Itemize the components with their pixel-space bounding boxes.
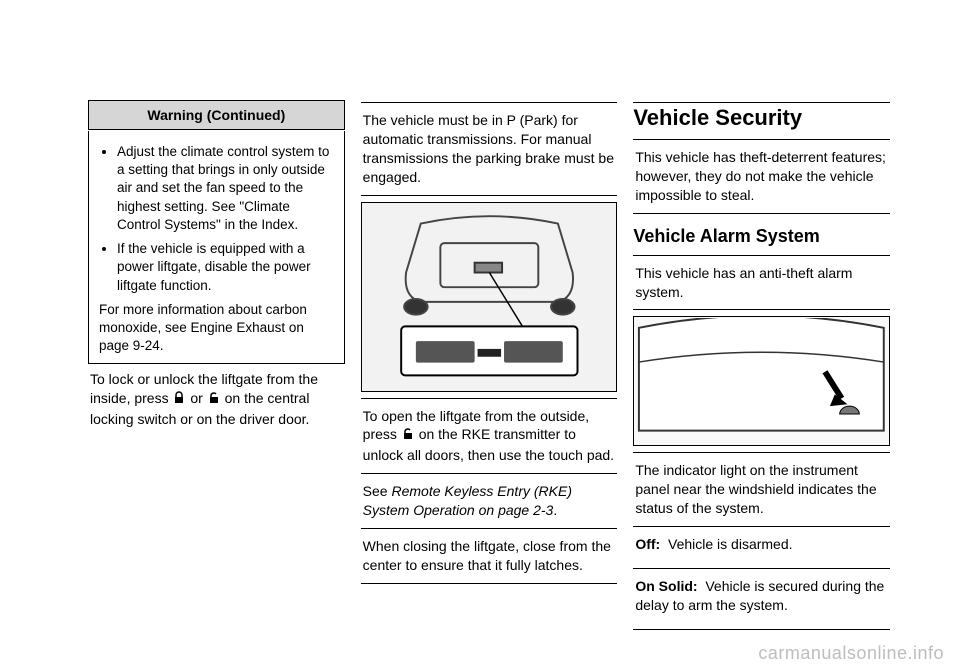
column-2: The vehicle must be in P (Park) for auto… bbox=[361, 100, 618, 632]
divider bbox=[633, 526, 890, 527]
text-fragment: . bbox=[553, 502, 557, 518]
divider bbox=[361, 195, 618, 196]
divider bbox=[633, 568, 890, 569]
indicator-figure bbox=[633, 316, 890, 446]
warning-item: If the vehicle is equipped with a power … bbox=[117, 240, 334, 295]
divider bbox=[361, 473, 618, 474]
divider bbox=[361, 528, 618, 529]
warning-body: Adjust the climate control system to a s… bbox=[88, 131, 345, 364]
divider bbox=[633, 102, 890, 103]
divider bbox=[633, 213, 890, 214]
rke-link-text: Remote Keyless Entry (RKE) System Operat… bbox=[363, 483, 572, 518]
status-text: Vehicle is disarmed. bbox=[668, 536, 793, 552]
divider bbox=[361, 583, 618, 584]
watermark: carmanualsonline.info bbox=[758, 643, 944, 664]
divider bbox=[361, 102, 618, 103]
column-1: Warning (Continued) Adjust the climate c… bbox=[88, 100, 345, 632]
status-off: Off: Vehicle is disarmed. bbox=[633, 529, 890, 560]
unlock-icon bbox=[401, 427, 415, 446]
vehicle-security-heading: Vehicle Security bbox=[633, 105, 890, 131]
text-fragment: or bbox=[190, 390, 206, 406]
unlock-icon bbox=[207, 391, 221, 410]
indicator-text: The indicator light on the instrument pa… bbox=[633, 455, 890, 524]
security-intro: This vehicle has theft-deterrent feature… bbox=[633, 142, 890, 211]
park-text: The vehicle must be in P (Park) for auto… bbox=[361, 105, 618, 193]
column-3: Vehicle Security This vehicle has theft-… bbox=[633, 100, 890, 632]
divider bbox=[633, 452, 890, 453]
warning-item: Adjust the climate control system to a s… bbox=[117, 143, 334, 234]
liftgate-figure bbox=[361, 202, 618, 392]
status-on-solid: On Solid: Vehicle is secured during the … bbox=[633, 571, 890, 621]
text-fragment: See bbox=[363, 483, 392, 499]
warning-header: Warning (Continued) bbox=[88, 100, 345, 130]
divider bbox=[361, 398, 618, 399]
alarm-heading: Vehicle Alarm System bbox=[633, 226, 890, 247]
open-liftgate-text: To open the liftgate from the outside, p… bbox=[361, 401, 618, 472]
closing-text: When closing the liftgate, close from th… bbox=[361, 531, 618, 581]
alarm-intro: This vehicle has an anti-theft alarm sys… bbox=[633, 258, 890, 308]
divider bbox=[633, 139, 890, 140]
status-label: On Solid: bbox=[635, 578, 697, 594]
lock-icon bbox=[172, 391, 186, 410]
manual-page: Warning (Continued) Adjust the climate c… bbox=[0, 0, 960, 672]
warning-footer: For more information about carbon monoxi… bbox=[99, 301, 334, 356]
rke-reference: See Remote Keyless Entry (RKE) System Op… bbox=[361, 476, 618, 526]
lock-unlock-text: To lock or unlock the liftgate from the … bbox=[88, 364, 345, 435]
divider bbox=[633, 309, 890, 310]
divider bbox=[633, 255, 890, 256]
divider bbox=[633, 629, 890, 630]
status-label: Off: bbox=[635, 536, 660, 552]
